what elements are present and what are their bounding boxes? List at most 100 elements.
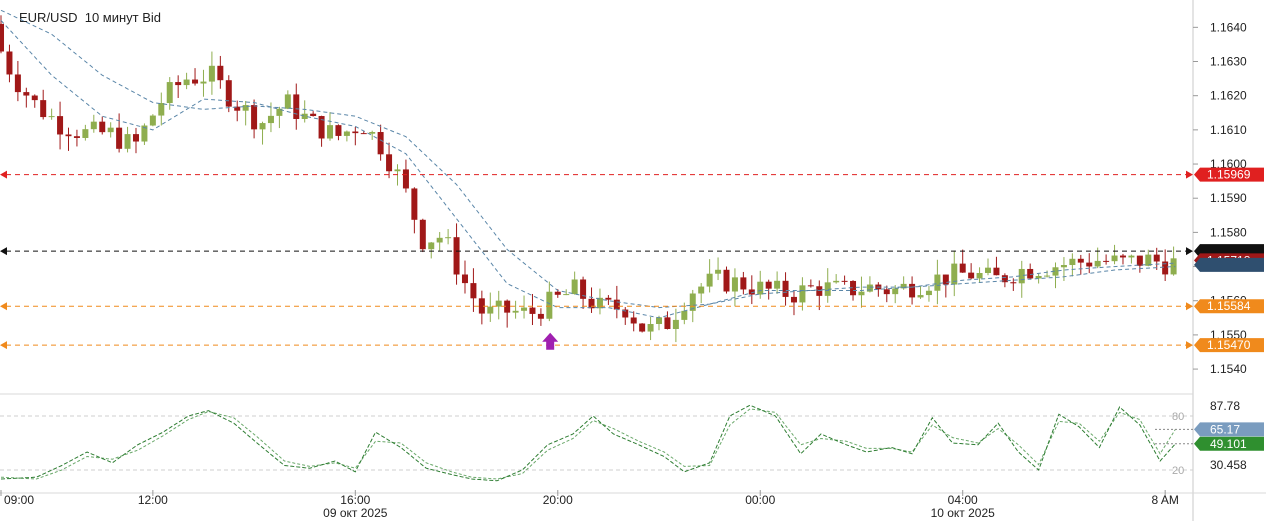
candle-body [343,131,350,136]
candle [369,130,376,140]
candle [48,108,55,120]
time-label: 00:00 [745,493,775,507]
candle-body [175,82,182,86]
candle-body [394,169,401,172]
candle-body [799,285,806,303]
candle [192,68,199,86]
candle-body [1094,260,1101,267]
candle [0,15,5,54]
candle [925,286,932,302]
candle-body [1086,262,1093,267]
candle [343,130,350,142]
candle [82,124,89,141]
candle [251,99,258,139]
candle [622,307,629,325]
level-black-left-arrow [0,247,7,256]
candle-body [740,277,747,290]
candle [664,311,671,330]
candle-body [656,317,663,324]
candle-body [731,277,738,292]
candle [200,69,207,97]
candle [765,279,772,300]
candle-body [512,310,519,313]
candle-body [124,134,131,149]
candle-body [1018,268,1025,284]
candle-body [402,169,409,189]
candle-body [622,309,629,318]
candle-body [310,113,317,117]
candle [723,266,730,294]
candle [1052,262,1059,289]
candle [183,72,190,90]
candle [985,258,992,276]
candle [580,276,587,309]
candle-body [900,283,907,289]
candle [217,55,224,89]
candle-body [192,79,199,84]
candle-body [369,132,376,134]
candle-body [57,116,64,135]
candle-body [934,274,941,291]
candle [807,279,814,288]
level-orange-1-left-arrow [0,302,7,311]
osc-value-low: 30.458 [1210,458,1247,472]
candle-body [504,300,511,313]
time-label: 04:00 [948,493,978,507]
candle-body [883,289,890,295]
candle-body [1111,255,1118,262]
candle-body [596,297,603,309]
candle [386,142,393,179]
candle [14,60,21,102]
candle-body [706,273,713,287]
candle [731,268,738,307]
candle [698,283,705,304]
candle-body [0,23,5,52]
candle [116,113,123,153]
candle [149,114,156,127]
candle-body [242,105,249,111]
candle-body [858,291,865,296]
time-label: 20:00 [543,493,573,507]
candle-body [689,293,696,311]
candle-body [968,272,975,279]
candle-body [521,307,528,311]
candle [1069,253,1076,277]
candle-body [1044,275,1051,277]
candle [630,311,637,332]
level-tag-label: 1.15969 [1207,168,1251,182]
candle-body [942,274,949,285]
candle-body [824,282,831,296]
candle [293,83,300,130]
candle-body [436,237,443,243]
candle-body [335,125,342,136]
candle [959,249,966,273]
candle [1010,278,1017,291]
osc-tag-blue: 65.17 [1194,422,1264,437]
candle-body [301,113,308,119]
candle-body [605,297,612,300]
candle [647,316,654,341]
candle [968,263,975,280]
candle-body [31,95,38,101]
candle [504,299,511,328]
candle-body [461,274,468,284]
candle-body [318,116,325,139]
chart-title: EUR/USD 10 минут Bid [19,10,162,25]
candle [23,87,30,108]
candle-body [959,263,966,273]
candle-body [107,127,114,133]
candle [132,127,139,154]
candle [107,122,114,138]
candle [1153,247,1160,270]
candle-body [985,267,992,274]
candle-body [917,295,924,298]
osc-tag-label: 65.17 [1210,422,1240,436]
candle-body [580,279,587,299]
candle [1111,244,1118,265]
candle [259,121,266,145]
candle [411,187,418,234]
candle [571,271,578,295]
candle [833,274,840,284]
